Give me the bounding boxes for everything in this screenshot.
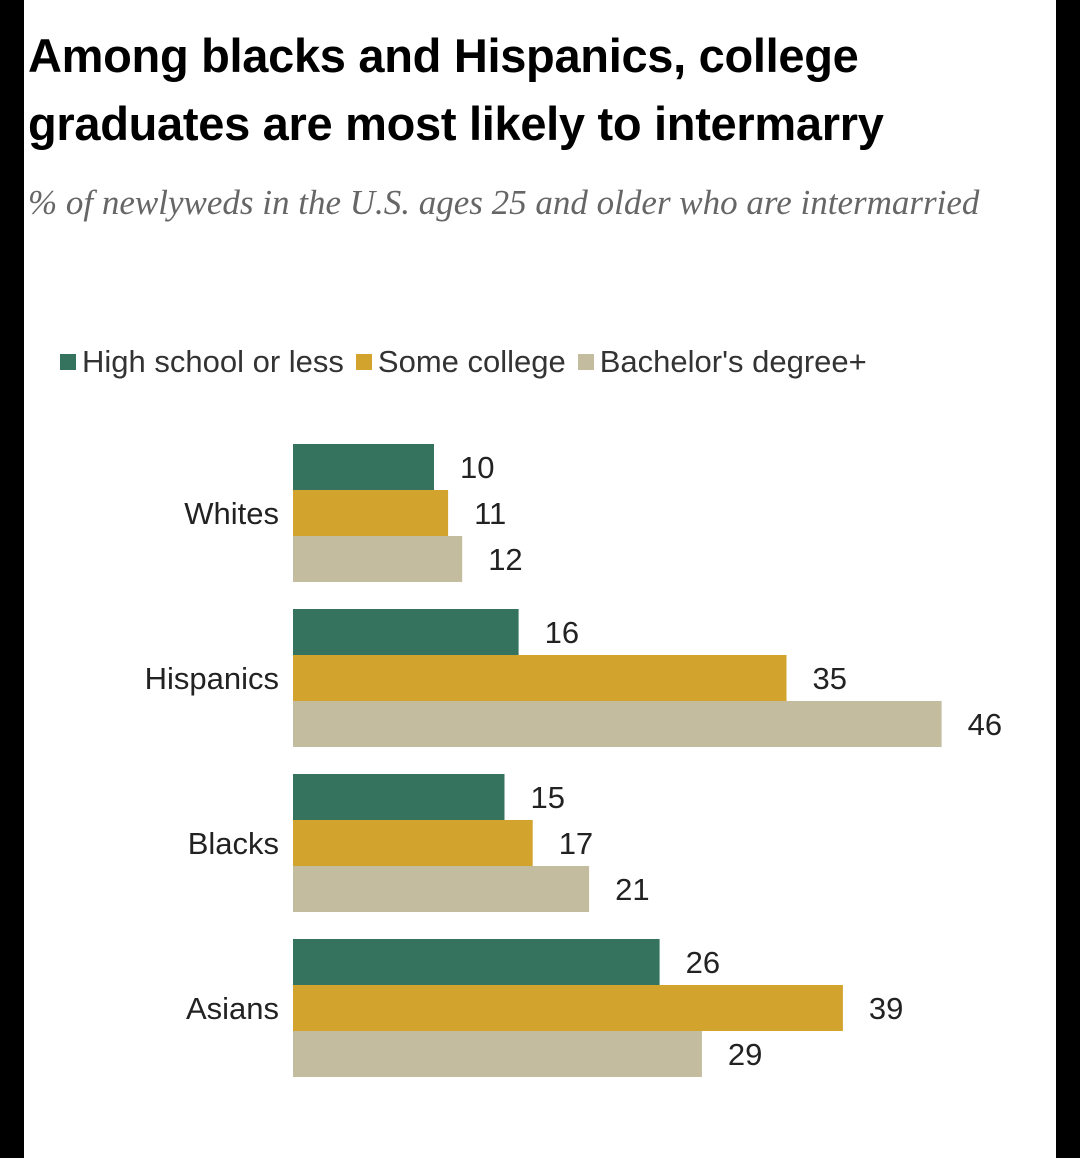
data-label-blacks-some-college: 17 [559, 826, 593, 861]
data-label-blacks-high-school-or-less: 15 [531, 780, 565, 815]
data-label-hispanics-some-college: 35 [813, 661, 847, 696]
chart-subtitle: % of newlyweds in the U.S. ages 25 and o… [28, 183, 980, 222]
chart-panel: Among blacks and Hispanics, college grad… [24, 0, 1056, 1158]
chart-title: Among blacks and Hispanics, college grad… [28, 29, 884, 150]
legend-label-some-college: Some college [377, 344, 566, 379]
legend-item-some-college: Some college [355, 344, 566, 380]
legend-swatch-some-college [355, 354, 372, 370]
legend-swatch-bachelors [577, 354, 594, 370]
legend-item-bachelors: Bachelor's degree+ [577, 344, 867, 380]
category-label-hispanics: Hispanics [145, 661, 279, 696]
data-label-asians-high-school-or-less: 26 [686, 945, 720, 980]
data-label-hispanics-high-school-or-less: 16 [545, 615, 579, 650]
bar-asians-high-school-or-less [293, 939, 660, 985]
bar-blacks-bachelor-s-degree [293, 866, 590, 912]
data-label-blacks-bachelor-s-degree: 21 [615, 872, 649, 907]
legend-item-high-school: High school or less [60, 344, 344, 380]
legend-swatch-high-school [60, 354, 76, 370]
data-label-hispanics-bachelor-s-degree: 46 [968, 707, 1002, 742]
legend: High school or less Some college Bachelo… [60, 340, 867, 384]
bar-blacks-some-college [293, 820, 533, 866]
legend-label-bachelors: Bachelor's degree+ [599, 344, 867, 379]
category-label-blacks: Blacks [188, 826, 279, 861]
data-label-whites-some-college: 11 [474, 496, 506, 531]
bar-whites-bachelor-s-degree [293, 536, 463, 582]
data-label-asians-bachelor-s-degree: 29 [728, 1037, 762, 1072]
category-label-whites: Whites [184, 496, 279, 531]
legend-label-high-school: High school or less [82, 344, 344, 379]
data-label-asians-some-college: 39 [869, 991, 903, 1026]
bar-hispanics-some-college [293, 655, 787, 701]
bar-asians-some-college [293, 985, 843, 1031]
data-label-whites-high-school-or-less: 10 [460, 450, 494, 485]
bar-whites-some-college [293, 490, 449, 536]
bar-whites-high-school-or-less [293, 444, 434, 490]
bar-blacks-high-school-or-less [293, 774, 505, 820]
bar-chart: Whites 10 11 12 Hispanics 16 35 46 Blacks 15 17 21 A… [145, 444, 1002, 1077]
bar-asians-bachelor-s-degree [293, 1031, 702, 1077]
bar-hispanics-high-school-or-less [293, 609, 519, 655]
data-label-whites-bachelor-s-degree: 12 [488, 542, 522, 577]
category-label-asians: Asians [186, 991, 279, 1026]
bar-hispanics-bachelor-s-degree [293, 701, 942, 747]
